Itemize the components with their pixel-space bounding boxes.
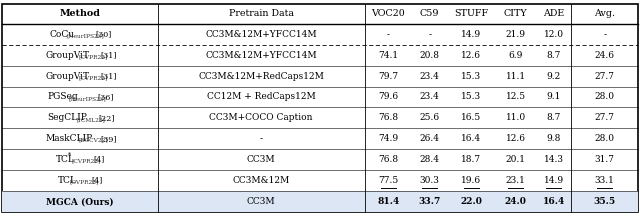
Text: 12.0: 12.0 <box>544 30 564 39</box>
Text: 14.9: 14.9 <box>543 176 564 185</box>
Text: 12.5: 12.5 <box>506 92 525 102</box>
Text: 28.0: 28.0 <box>595 92 614 102</box>
Text: 22.0: 22.0 <box>460 197 482 206</box>
Text: 76.8: 76.8 <box>378 155 399 164</box>
Text: GroupViT: GroupViT <box>45 51 90 60</box>
Text: Method: Method <box>60 10 100 18</box>
Text: -: - <box>603 30 606 39</box>
Text: 18.7: 18.7 <box>461 155 481 164</box>
Text: -: - <box>428 30 431 39</box>
Text: 33.7: 33.7 <box>419 197 441 206</box>
Text: TCL: TCL <box>58 176 76 185</box>
Text: CC12M + RedCaps12M: CC12M + RedCaps12M <box>207 92 316 102</box>
Text: 16.5: 16.5 <box>461 113 481 122</box>
Text: 31.7: 31.7 <box>595 155 614 164</box>
Text: 79.6: 79.6 <box>378 92 399 102</box>
Text: 81.4: 81.4 <box>377 197 399 206</box>
Text: 27.7: 27.7 <box>595 113 614 122</box>
Text: TCL: TCL <box>56 155 75 164</box>
Text: [CVPR22]: [CVPR22] <box>78 54 108 59</box>
Text: 35.5: 35.5 <box>593 197 616 206</box>
Text: [ICML23]: [ICML23] <box>76 117 105 122</box>
Text: 77.5: 77.5 <box>378 176 399 185</box>
Text: CC3M&12M+YFCC14M: CC3M&12M+YFCC14M <box>205 30 317 39</box>
Text: [CVPR23]: [CVPR23] <box>70 179 99 185</box>
Text: 28.0: 28.0 <box>595 134 614 143</box>
Text: 8.7: 8.7 <box>547 113 561 122</box>
Text: GroupViT: GroupViT <box>45 71 90 81</box>
Text: 79.7: 79.7 <box>378 71 399 81</box>
Text: 76.8: 76.8 <box>378 113 399 122</box>
Text: 9.2: 9.2 <box>547 71 561 81</box>
Text: 26.4: 26.4 <box>420 134 440 143</box>
Text: 16.4: 16.4 <box>543 197 565 206</box>
Text: 24.6: 24.6 <box>595 51 614 60</box>
Text: 74.1: 74.1 <box>378 51 399 60</box>
Text: MGCA (Ours): MGCA (Ours) <box>46 197 114 206</box>
Text: 11.0: 11.0 <box>506 113 525 122</box>
Text: -: - <box>260 134 262 143</box>
Text: 28.4: 28.4 <box>420 155 440 164</box>
Text: [NeurIPS23]: [NeurIPS23] <box>68 96 106 101</box>
Text: CC3M&12M: CC3M&12M <box>232 176 290 185</box>
Text: [CVPR23]: [CVPR23] <box>72 159 100 164</box>
Text: 27.7: 27.7 <box>595 71 614 81</box>
Text: -: - <box>387 30 390 39</box>
Text: [4]: [4] <box>93 156 104 164</box>
Text: 6.9: 6.9 <box>508 51 523 60</box>
Text: [NeurIPS23]: [NeurIPS23] <box>67 33 104 38</box>
Text: CC3M+COCO Caption: CC3M+COCO Caption <box>209 113 313 122</box>
Text: *: * <box>68 152 71 160</box>
Text: [31]: [31] <box>100 72 116 80</box>
Text: C59: C59 <box>420 10 440 18</box>
Text: 23.4: 23.4 <box>420 92 440 102</box>
Text: CoCu: CoCu <box>50 30 75 39</box>
Text: CC3M&12M+YFCC14M: CC3M&12M+YFCC14M <box>205 51 317 60</box>
Text: [30]: [30] <box>96 30 112 38</box>
Text: 20.1: 20.1 <box>506 155 525 164</box>
Text: 25.6: 25.6 <box>420 113 440 122</box>
Text: VOC20: VOC20 <box>371 10 405 18</box>
Text: 8.7: 8.7 <box>547 51 561 60</box>
Text: 21.9: 21.9 <box>506 30 525 39</box>
Text: 15.3: 15.3 <box>461 92 481 102</box>
Text: CITY: CITY <box>504 10 527 18</box>
Text: PGSeg: PGSeg <box>47 92 78 102</box>
Text: 15.3: 15.3 <box>461 71 481 81</box>
Text: [31]: [31] <box>100 51 116 59</box>
Text: 23.1: 23.1 <box>506 176 525 185</box>
Text: CC3M&12M+RedCaps12M: CC3M&12M+RedCaps12M <box>198 71 324 81</box>
Text: 14.9: 14.9 <box>461 30 481 39</box>
Text: Avg.: Avg. <box>594 10 615 18</box>
Bar <box>2 191 638 212</box>
Text: [22]: [22] <box>98 114 115 122</box>
Text: 12.6: 12.6 <box>461 51 481 60</box>
Text: SegCLIP: SegCLIP <box>47 113 88 122</box>
Text: [36]: [36] <box>98 93 115 101</box>
Text: [CVPR22]: [CVPR22] <box>78 75 108 80</box>
Text: [39]: [39] <box>100 135 116 143</box>
Text: 23.4: 23.4 <box>420 71 440 81</box>
Text: 33.1: 33.1 <box>595 176 614 185</box>
Text: 19.6: 19.6 <box>461 176 481 185</box>
Text: 20.8: 20.8 <box>420 51 440 60</box>
Text: CC3M: CC3M <box>247 197 275 206</box>
Text: Pretrain Data: Pretrain Data <box>228 10 294 18</box>
Text: 9.8: 9.8 <box>547 134 561 143</box>
Text: 14.3: 14.3 <box>544 155 564 164</box>
Text: STUFF: STUFF <box>454 10 488 18</box>
Text: ADE: ADE <box>543 10 564 18</box>
Text: 9.1: 9.1 <box>547 92 561 102</box>
Text: [ECCV22]: [ECCV22] <box>78 138 108 143</box>
Text: 30.3: 30.3 <box>420 176 440 185</box>
Text: [4]: [4] <box>92 177 103 185</box>
Text: 74.9: 74.9 <box>378 134 399 143</box>
Text: CC3M: CC3M <box>247 155 275 164</box>
Text: 12.6: 12.6 <box>506 134 525 143</box>
Text: MaskCLIP: MaskCLIP <box>45 134 93 143</box>
Text: 16.4: 16.4 <box>461 134 481 143</box>
Text: 11.1: 11.1 <box>506 71 525 81</box>
Text: 24.0: 24.0 <box>504 197 527 206</box>
